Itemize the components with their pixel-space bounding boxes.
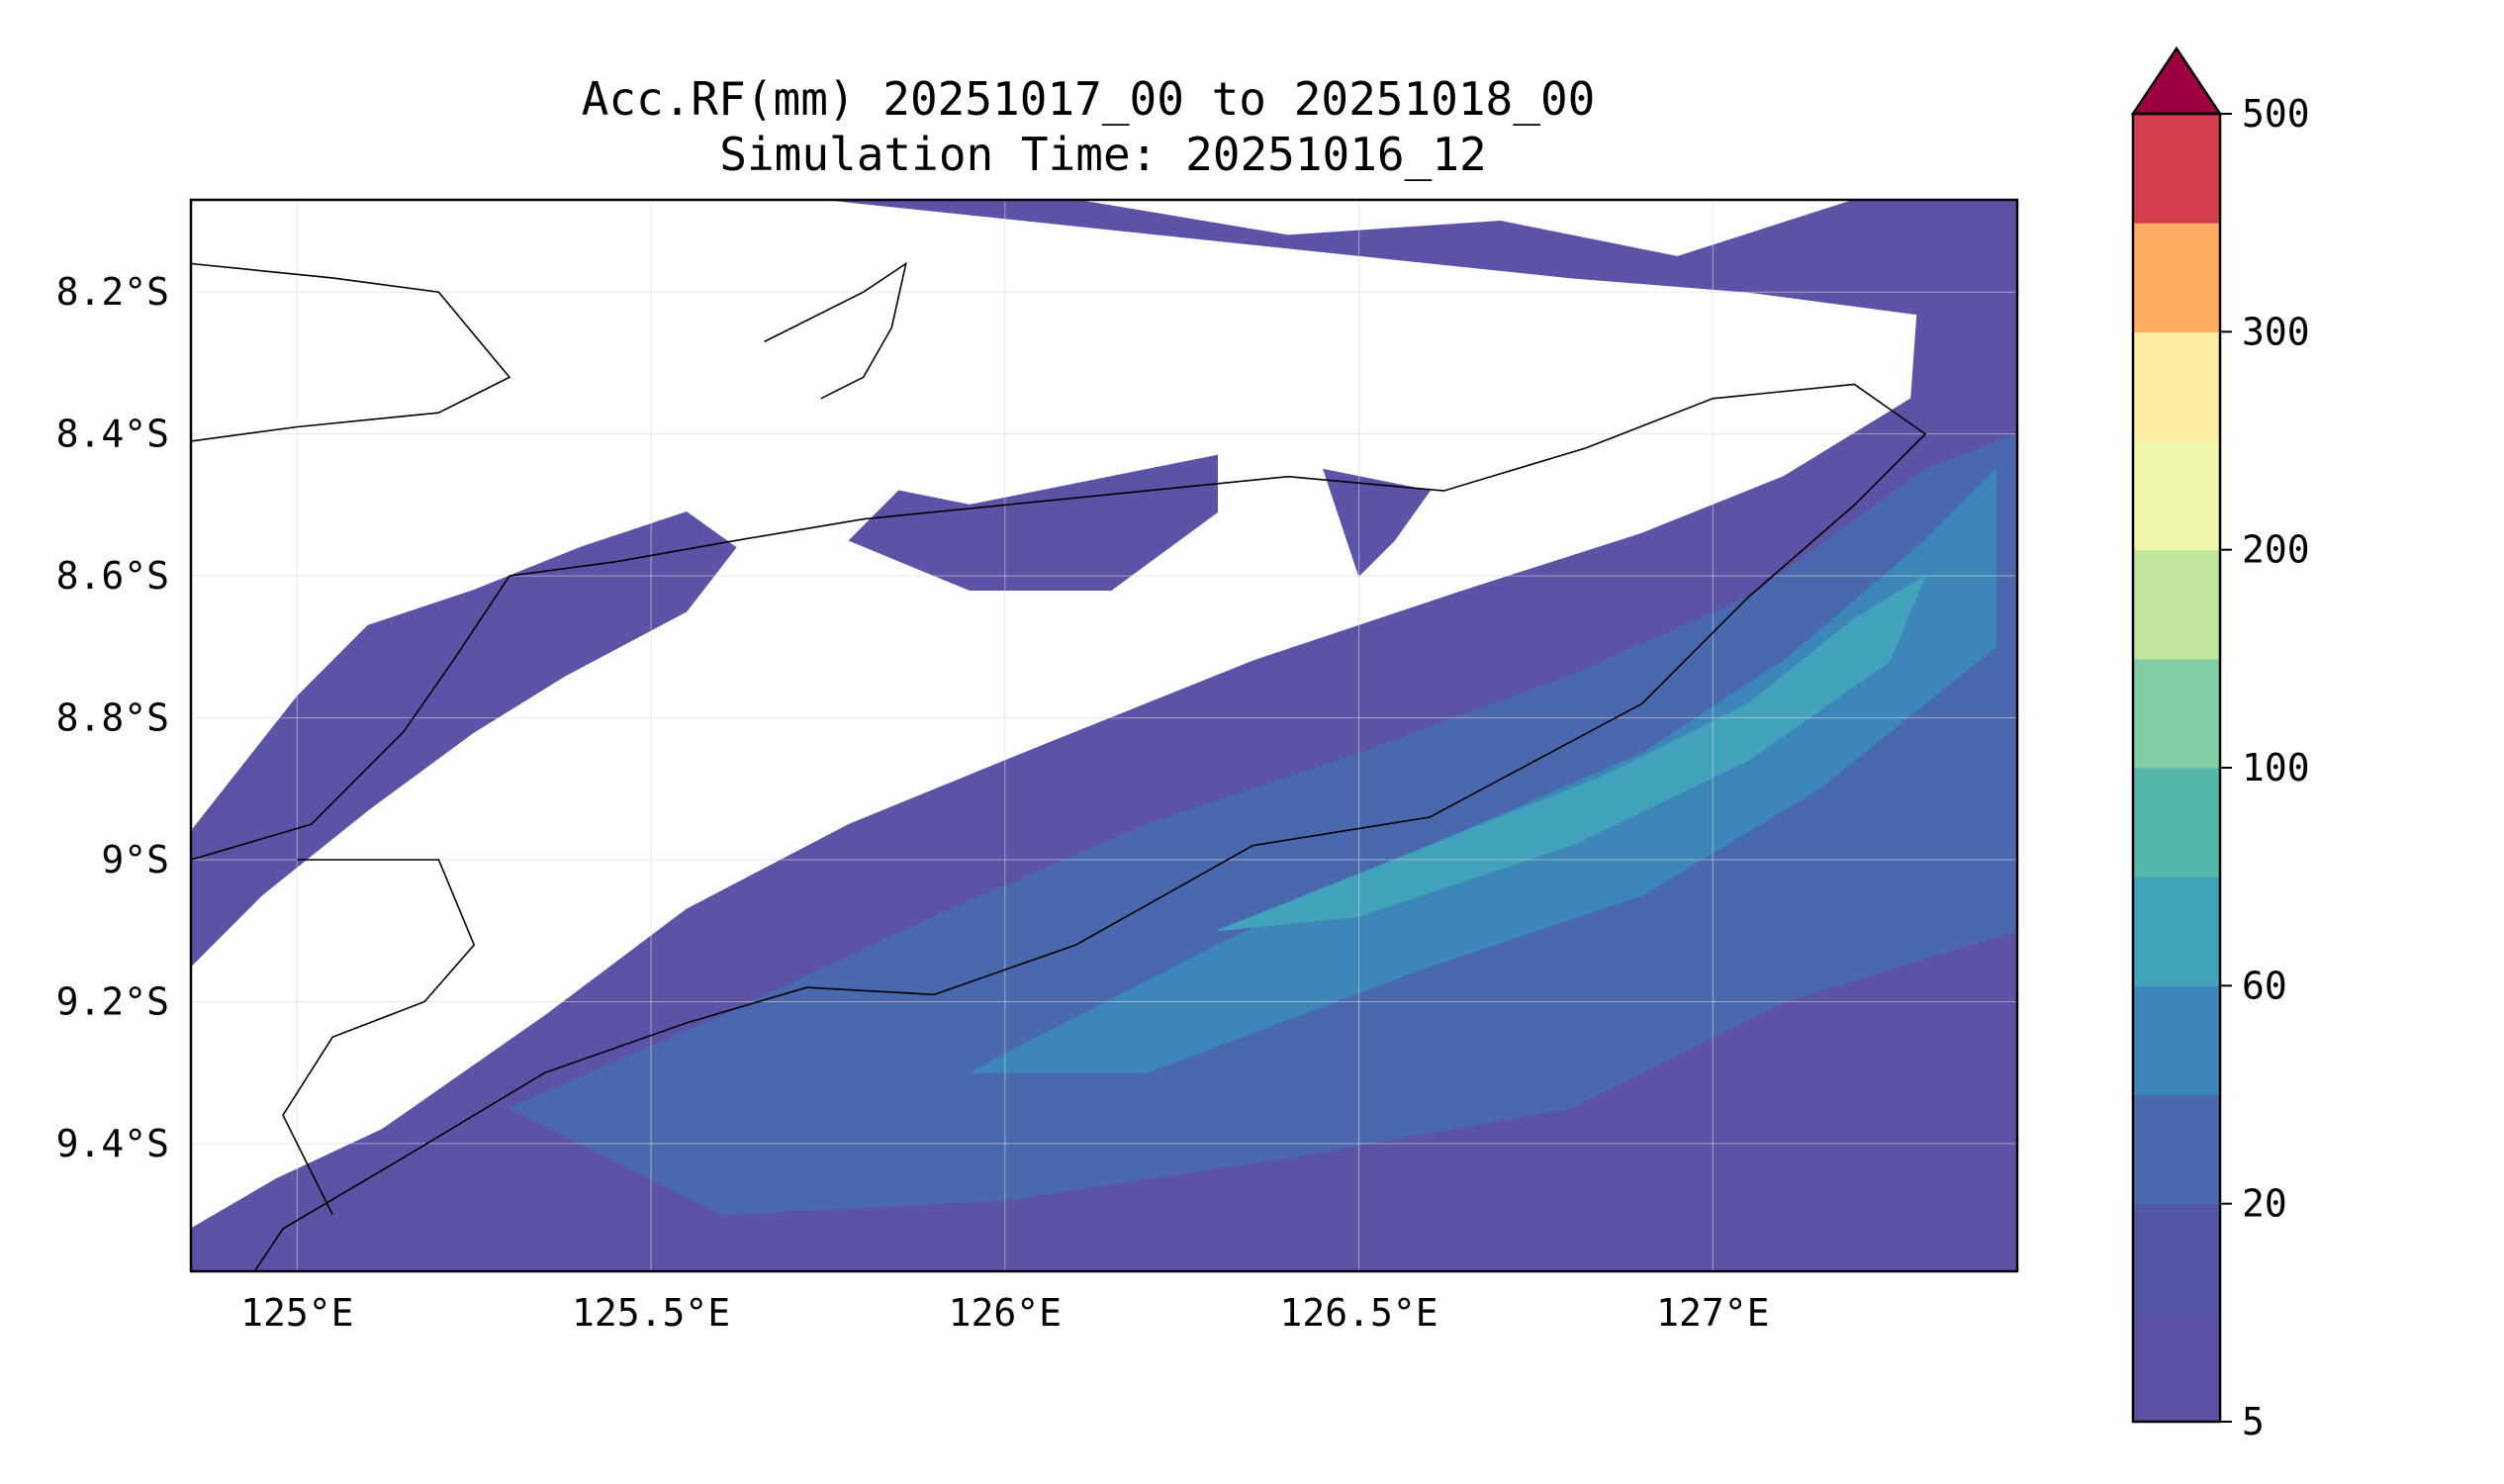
- map-frame: [189, 198, 2019, 1273]
- colorbar-extend-max-triangle: [2130, 46, 2223, 116]
- y-tick-label: 9.2°S: [56, 979, 169, 1023]
- map-plot-area: [189, 198, 2019, 1273]
- x-tick-label: 127°E: [1656, 1291, 1769, 1335]
- y-tick-label: 8.4°S: [56, 413, 169, 456]
- colorbar: 5 20 60 100 200 300 500: [2130, 46, 2310, 1443]
- coastline-3: [282, 859, 476, 1215]
- y-tick-label: 8.8°S: [56, 696, 169, 740]
- colorbar-tick-label: 20: [2242, 1182, 2287, 1226]
- x-axis-ticks: 125°E 125.5°E 126°E 126.5°E 127°E: [240, 1291, 1769, 1335]
- colorbar-band-80-100: [2133, 768, 2220, 878]
- x-tick-label: 126°E: [949, 1291, 1062, 1335]
- colorbar-band-5-10: [2133, 1312, 2220, 1423]
- colorbar-band-40-60: [2133, 985, 2220, 1095]
- y-axis-ticks: 8.2°S 8.4°S 8.6°S 8.8°S 9°S 9.2°S 9.4°S: [56, 270, 169, 1165]
- colorbar-band-250-300: [2133, 331, 2220, 441]
- rainfall-region-5mm-3: [1323, 468, 1431, 578]
- colorbar-tick-label: 300: [2242, 310, 2310, 353]
- colorbar-band-100-150: [2133, 658, 2220, 769]
- colorbar-tick-label: 5: [2242, 1400, 2265, 1443]
- colorbar-tick-label: 100: [2242, 746, 2310, 789]
- colorbar-band-20-40: [2133, 1094, 2220, 1205]
- coastline-2: [191, 383, 1927, 1271]
- map-grid: [191, 200, 2017, 1271]
- rainfall-region-20mm-5: [508, 433, 2017, 1216]
- rainfall-region-5mm-2: [848, 454, 1218, 591]
- colorbar-band-60-80: [2133, 877, 2220, 986]
- y-tick-label: 8.2°S: [56, 270, 169, 314]
- x-tick-label: 125°E: [240, 1291, 353, 1335]
- rainfall-region-5mm-1: [191, 511, 737, 968]
- colorbar-tick-label: 500: [2242, 92, 2310, 136]
- x-tick-label: 126.5°E: [1280, 1291, 1438, 1335]
- y-tick-label: 8.6°S: [56, 554, 169, 598]
- coastlines: [191, 261, 1927, 1271]
- colorbar-band-200-250: [2133, 440, 2220, 551]
- colorbar-band-300-400: [2133, 223, 2220, 332]
- coastline-1: [764, 261, 907, 400]
- x-tick-label: 125.5°E: [572, 1291, 730, 1335]
- y-tick-label: 9°S: [101, 838, 169, 881]
- colorbar-band-10-20: [2133, 1203, 2220, 1314]
- colorbar-band-400-500: [2133, 114, 2220, 224]
- rainfall-regions: [191, 200, 2017, 1271]
- rainfall-region-5mm-4: [827, 200, 2017, 328]
- y-tick-label: 9.4°S: [56, 1122, 169, 1165]
- colorbar-tick-label: 60: [2242, 964, 2287, 1007]
- colorbar-band-150-200: [2133, 549, 2220, 660]
- chart-subtitle: Simulation Time: 20251016_12: [719, 128, 1486, 181]
- coastline-0: [191, 262, 511, 442]
- chart-title: Acc.RF(mm) 20251017_00 to 20251018_00: [582, 72, 1596, 126]
- colorbar-tick-label: 200: [2242, 528, 2310, 572]
